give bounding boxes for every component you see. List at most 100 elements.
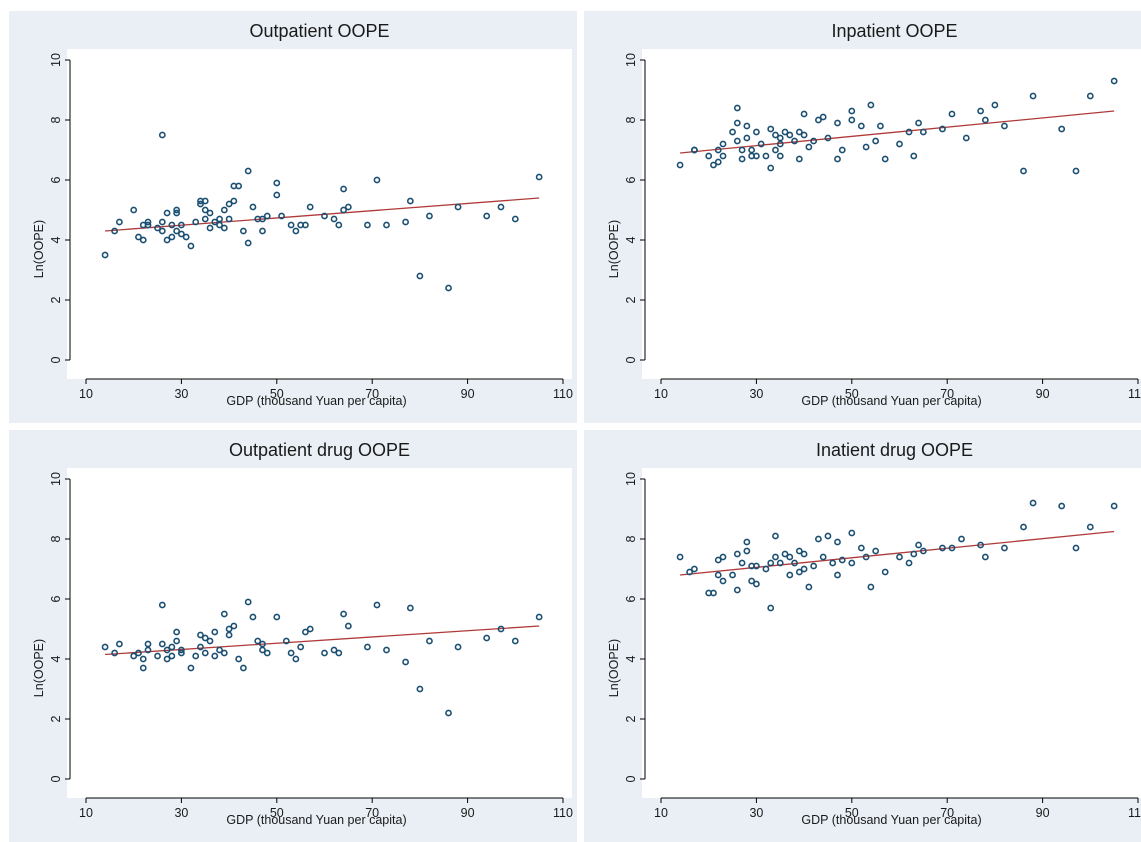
data-point (240, 664, 247, 672)
data-point (848, 107, 856, 115)
data-point (211, 628, 219, 636)
data-point (848, 529, 856, 537)
data-point (426, 637, 433, 645)
data-point (168, 652, 176, 660)
data-point (173, 227, 181, 235)
data-point (714, 158, 722, 166)
data-point (714, 571, 722, 579)
data-point (738, 559, 746, 567)
data-point (729, 571, 736, 579)
y-tick-label: 6 (49, 176, 63, 183)
data-point (445, 709, 452, 717)
data-point (321, 212, 328, 220)
data-point (302, 221, 309, 229)
data-point (719, 140, 727, 148)
data-point (173, 628, 181, 636)
y-tick-label: 4 (49, 236, 63, 243)
data-point (705, 152, 713, 160)
x-tick-label: 70 (940, 387, 954, 401)
plot-area (67, 49, 572, 379)
data-point (757, 140, 765, 148)
data-point (795, 547, 803, 555)
data-point (177, 649, 185, 657)
data-point (819, 113, 827, 121)
data-point (772, 532, 779, 540)
data-point (719, 152, 727, 160)
data-point (292, 227, 300, 235)
data-point (340, 185, 347, 193)
data-point (910, 550, 918, 558)
data-point (144, 218, 152, 226)
data-point (733, 550, 741, 558)
data-point (896, 140, 903, 148)
data-point (1001, 544, 1008, 552)
data-point (872, 547, 880, 555)
y-tick-label: 4 (624, 655, 638, 662)
data-point (862, 143, 870, 151)
x-tick-label: 10 (654, 806, 668, 820)
data-point (776, 559, 784, 567)
data-point (535, 613, 543, 621)
chart-title: Outpatient drug OOPE (229, 440, 410, 460)
data-point (216, 646, 223, 654)
data-point (335, 221, 343, 229)
data-point (881, 568, 889, 576)
data-point (130, 652, 138, 660)
y-axis-label: Ln(OOPE) (32, 639, 46, 697)
y-tick-label: 10 (624, 53, 638, 67)
data-point (810, 562, 818, 570)
x-axis-label: GDP (thousand Yuan per capita) (226, 394, 406, 408)
data-point (690, 146, 698, 154)
y-tick-label: 8 (49, 116, 63, 123)
data-point (244, 167, 252, 175)
data-point (383, 221, 390, 229)
scatter-chart: Inatient drug OOPE 10 30 50 70 90 110 0 2 4 6 8 10 GD… (607, 440, 1141, 827)
data-point (177, 646, 185, 654)
data-point (158, 131, 166, 139)
data-point (772, 146, 779, 154)
chart-panel-1: Outpatient OOPE 10 30 50 70 90 110 0 2 4 6 8 10 GDP (… (9, 11, 577, 423)
data-point (977, 541, 984, 549)
data-point (182, 233, 190, 241)
x-axis-label: GDP (thousand Yuan per capita) (801, 813, 981, 827)
data-point (867, 583, 875, 591)
x-tick-label: 70 (940, 806, 954, 820)
data-point (244, 239, 252, 247)
data-point (406, 604, 414, 612)
x-tick-label: 90 (461, 806, 475, 820)
data-point (259, 227, 266, 235)
y-axis-label: Ln(OOPE) (607, 639, 621, 697)
data-point (881, 155, 889, 163)
data-point (144, 646, 152, 654)
data-point (815, 116, 822, 124)
data-point (786, 571, 794, 579)
data-point (225, 625, 233, 633)
data-point (905, 128, 913, 136)
data-point (767, 164, 775, 172)
data-point (321, 649, 328, 657)
x-tick-label: 110 (1128, 387, 1141, 401)
data-point (139, 655, 147, 663)
data-point (1110, 502, 1118, 510)
data-point (977, 107, 984, 115)
data-point (130, 206, 138, 214)
data-point (216, 215, 223, 223)
data-point (752, 128, 760, 136)
data-point (805, 143, 813, 151)
y-tick-label: 0 (49, 775, 63, 782)
data-point (173, 209, 181, 217)
data-point (738, 155, 746, 163)
data-point (249, 613, 257, 621)
x-tick-label: 50 (845, 387, 859, 401)
data-point (1029, 92, 1037, 100)
x-tick-label: 50 (270, 387, 284, 401)
data-point (249, 203, 257, 211)
data-point (838, 146, 846, 154)
data-point (135, 233, 142, 241)
data-point (278, 212, 285, 220)
data-point (259, 215, 266, 223)
data-point (235, 655, 243, 663)
y-tick-label: 10 (49, 472, 63, 486)
data-point (815, 535, 822, 543)
data-point (781, 550, 789, 558)
